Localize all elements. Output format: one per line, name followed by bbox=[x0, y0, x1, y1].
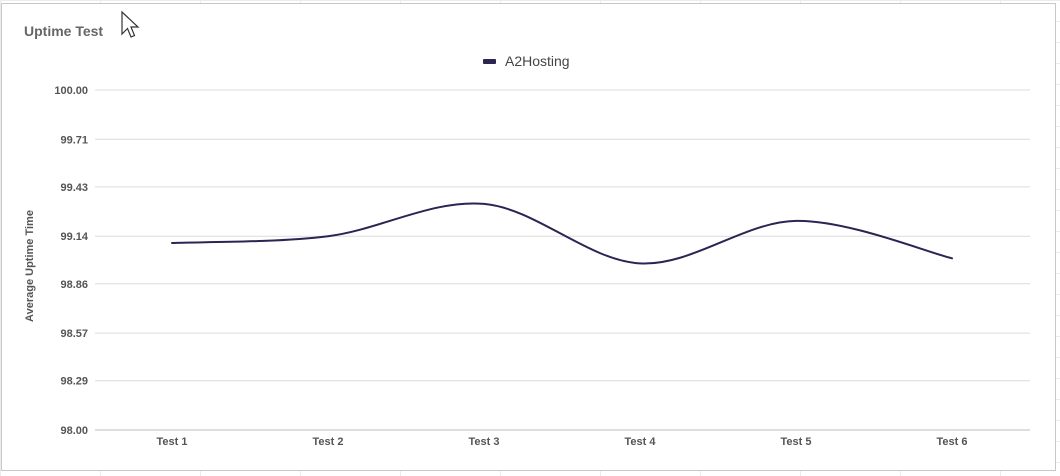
chart-container[interactable] bbox=[1, 3, 1056, 471]
y-tick-label: 98.86 bbox=[60, 279, 88, 291]
y-axis-ticks: 98.00 98.29 98.57 98.86 99.14 99.43 99.71 100.0… bbox=[54, 85, 89, 437]
x-tick-label: Test 5 bbox=[781, 436, 812, 448]
mouse-pointer-icon bbox=[121, 10, 140, 38]
chart-title: Uptime Test bbox=[24, 23, 104, 39]
series-group bbox=[171, 202, 953, 265]
y-tick-label: 99.43 bbox=[60, 182, 88, 194]
y-tick-label: 99.71 bbox=[60, 134, 88, 146]
y-tick-label: 98.29 bbox=[60, 376, 88, 388]
x-tick-label: Test 1 bbox=[157, 436, 188, 448]
x-tick-label: Test 4 bbox=[625, 436, 657, 448]
series-line-a2hosting[interactable] bbox=[171, 202, 953, 265]
gridlines bbox=[95, 89, 1030, 431]
x-axis-ticks: Test 1 Test 2 Test 3 Test 4 Test 5 Test 6 bbox=[157, 436, 968, 448]
legend[interactable]: A2Hosting bbox=[483, 53, 570, 69]
x-tick-label: Test 2 bbox=[313, 436, 344, 448]
x-tick-label: Test 6 bbox=[937, 436, 968, 448]
y-tick-label: 100.00 bbox=[54, 85, 88, 97]
y-tick-label: 98.57 bbox=[60, 328, 88, 340]
y-tick-label: 98.00 bbox=[60, 425, 88, 437]
x-tick-label: Test 3 bbox=[469, 436, 500, 448]
y-axis-label: Average Uptime Time bbox=[24, 210, 36, 322]
legend-label-a2hosting: A2Hosting bbox=[505, 53, 570, 69]
legend-swatch bbox=[483, 59, 496, 64]
y-tick-label: 99.14 bbox=[60, 231, 88, 243]
